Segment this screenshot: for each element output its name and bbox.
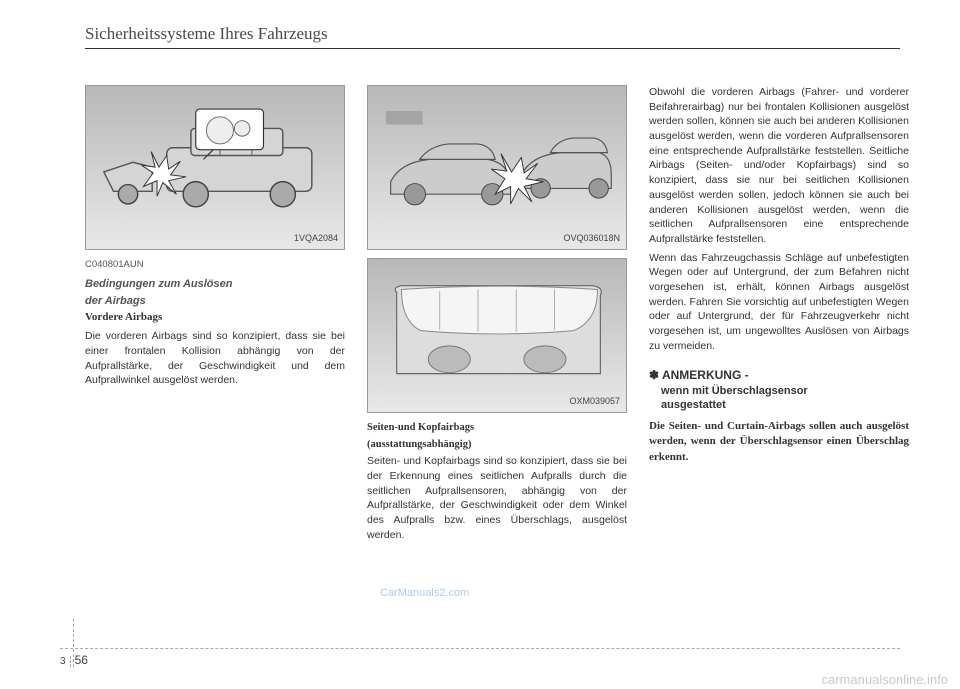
page-footer: 3 56: [60, 648, 900, 667]
illustration-svg-wrap: [86, 86, 344, 249]
page-number-wrap: 3 56: [60, 653, 900, 667]
column-1: 1VQA2084 C040801AUN Bedingungen zum Ausl…: [85, 85, 345, 543]
page-header: Sicherheitssysteme Ihres Fahrzeugs: [85, 24, 900, 49]
side-airbags-sub: (ausstattungsabhängig): [367, 438, 627, 453]
side-collision-icon: [381, 106, 613, 228]
annotation-sub2: ausgestattet: [661, 398, 909, 412]
header-title: Sicherheitssysteme Ihres Fahrzeugs: [85, 24, 900, 48]
annotation-sub1: wenn mit Überschlagsensor: [661, 384, 909, 398]
illustration-curtain-airbag: OXM039057: [367, 258, 627, 413]
section-number: 3: [60, 656, 71, 667]
side-airbags-title: Seiten-und Kopfairbags: [367, 421, 627, 436]
side-airbags-body: Seiten- und Kopfairbags sind so konzipie…: [367, 454, 627, 542]
subsection-title-line2: der Airbags: [85, 294, 345, 308]
subsection-title-line1: Bedingungen zum Auslösen: [85, 277, 345, 291]
watermark-bottom: carmanualsonline.info: [822, 672, 948, 687]
illustration-label-1: 1VQA2084: [294, 232, 338, 245]
header-underline: [85, 48, 900, 49]
illustration-side-collision: OVQ036018N: [367, 85, 627, 250]
illustration-front-airbag: 1VQA2084: [85, 85, 345, 250]
page-number: 56: [75, 653, 88, 667]
front-airbags-title: Vordere Airbags: [85, 310, 345, 325]
illustration-svg-wrap-3: [368, 259, 626, 412]
illustration-svg-wrap-2: [368, 86, 626, 249]
column-3: Obwohl die vorderen Airbags (Fahrer- und…: [649, 85, 909, 543]
car-collision-icon: [99, 106, 331, 228]
illustration-label-3: OXM039057: [569, 395, 620, 408]
column-2: OVQ036018N OXM039057 Seiten-und K: [367, 85, 627, 543]
content-area: 1VQA2084 C040801AUN Bedingungen zum Ausl…: [85, 85, 900, 543]
watermark-center: CarManuals2.com: [380, 587, 469, 599]
col3-para2: Wenn das Fahrzeugchassis Schläge auf unb…: [649, 251, 909, 354]
footer-dashed-line: [60, 648, 900, 649]
front-airbags-body: Die vorderen Airbags sind so konzipiert,…: [85, 329, 345, 388]
annotation-title: ✽ ANMERKUNG -: [649, 367, 909, 384]
illustration-label-2: OVQ036018N: [563, 232, 620, 245]
annotation-body: Die Seiten- und Curtain-Airbags sollen a…: [649, 419, 909, 465]
col3-para1: Obwohl die vorderen Airbags (Fahrer- und…: [649, 85, 909, 247]
curtain-airbag-icon: [381, 278, 613, 393]
code-label: C040801AUN: [85, 258, 345, 271]
